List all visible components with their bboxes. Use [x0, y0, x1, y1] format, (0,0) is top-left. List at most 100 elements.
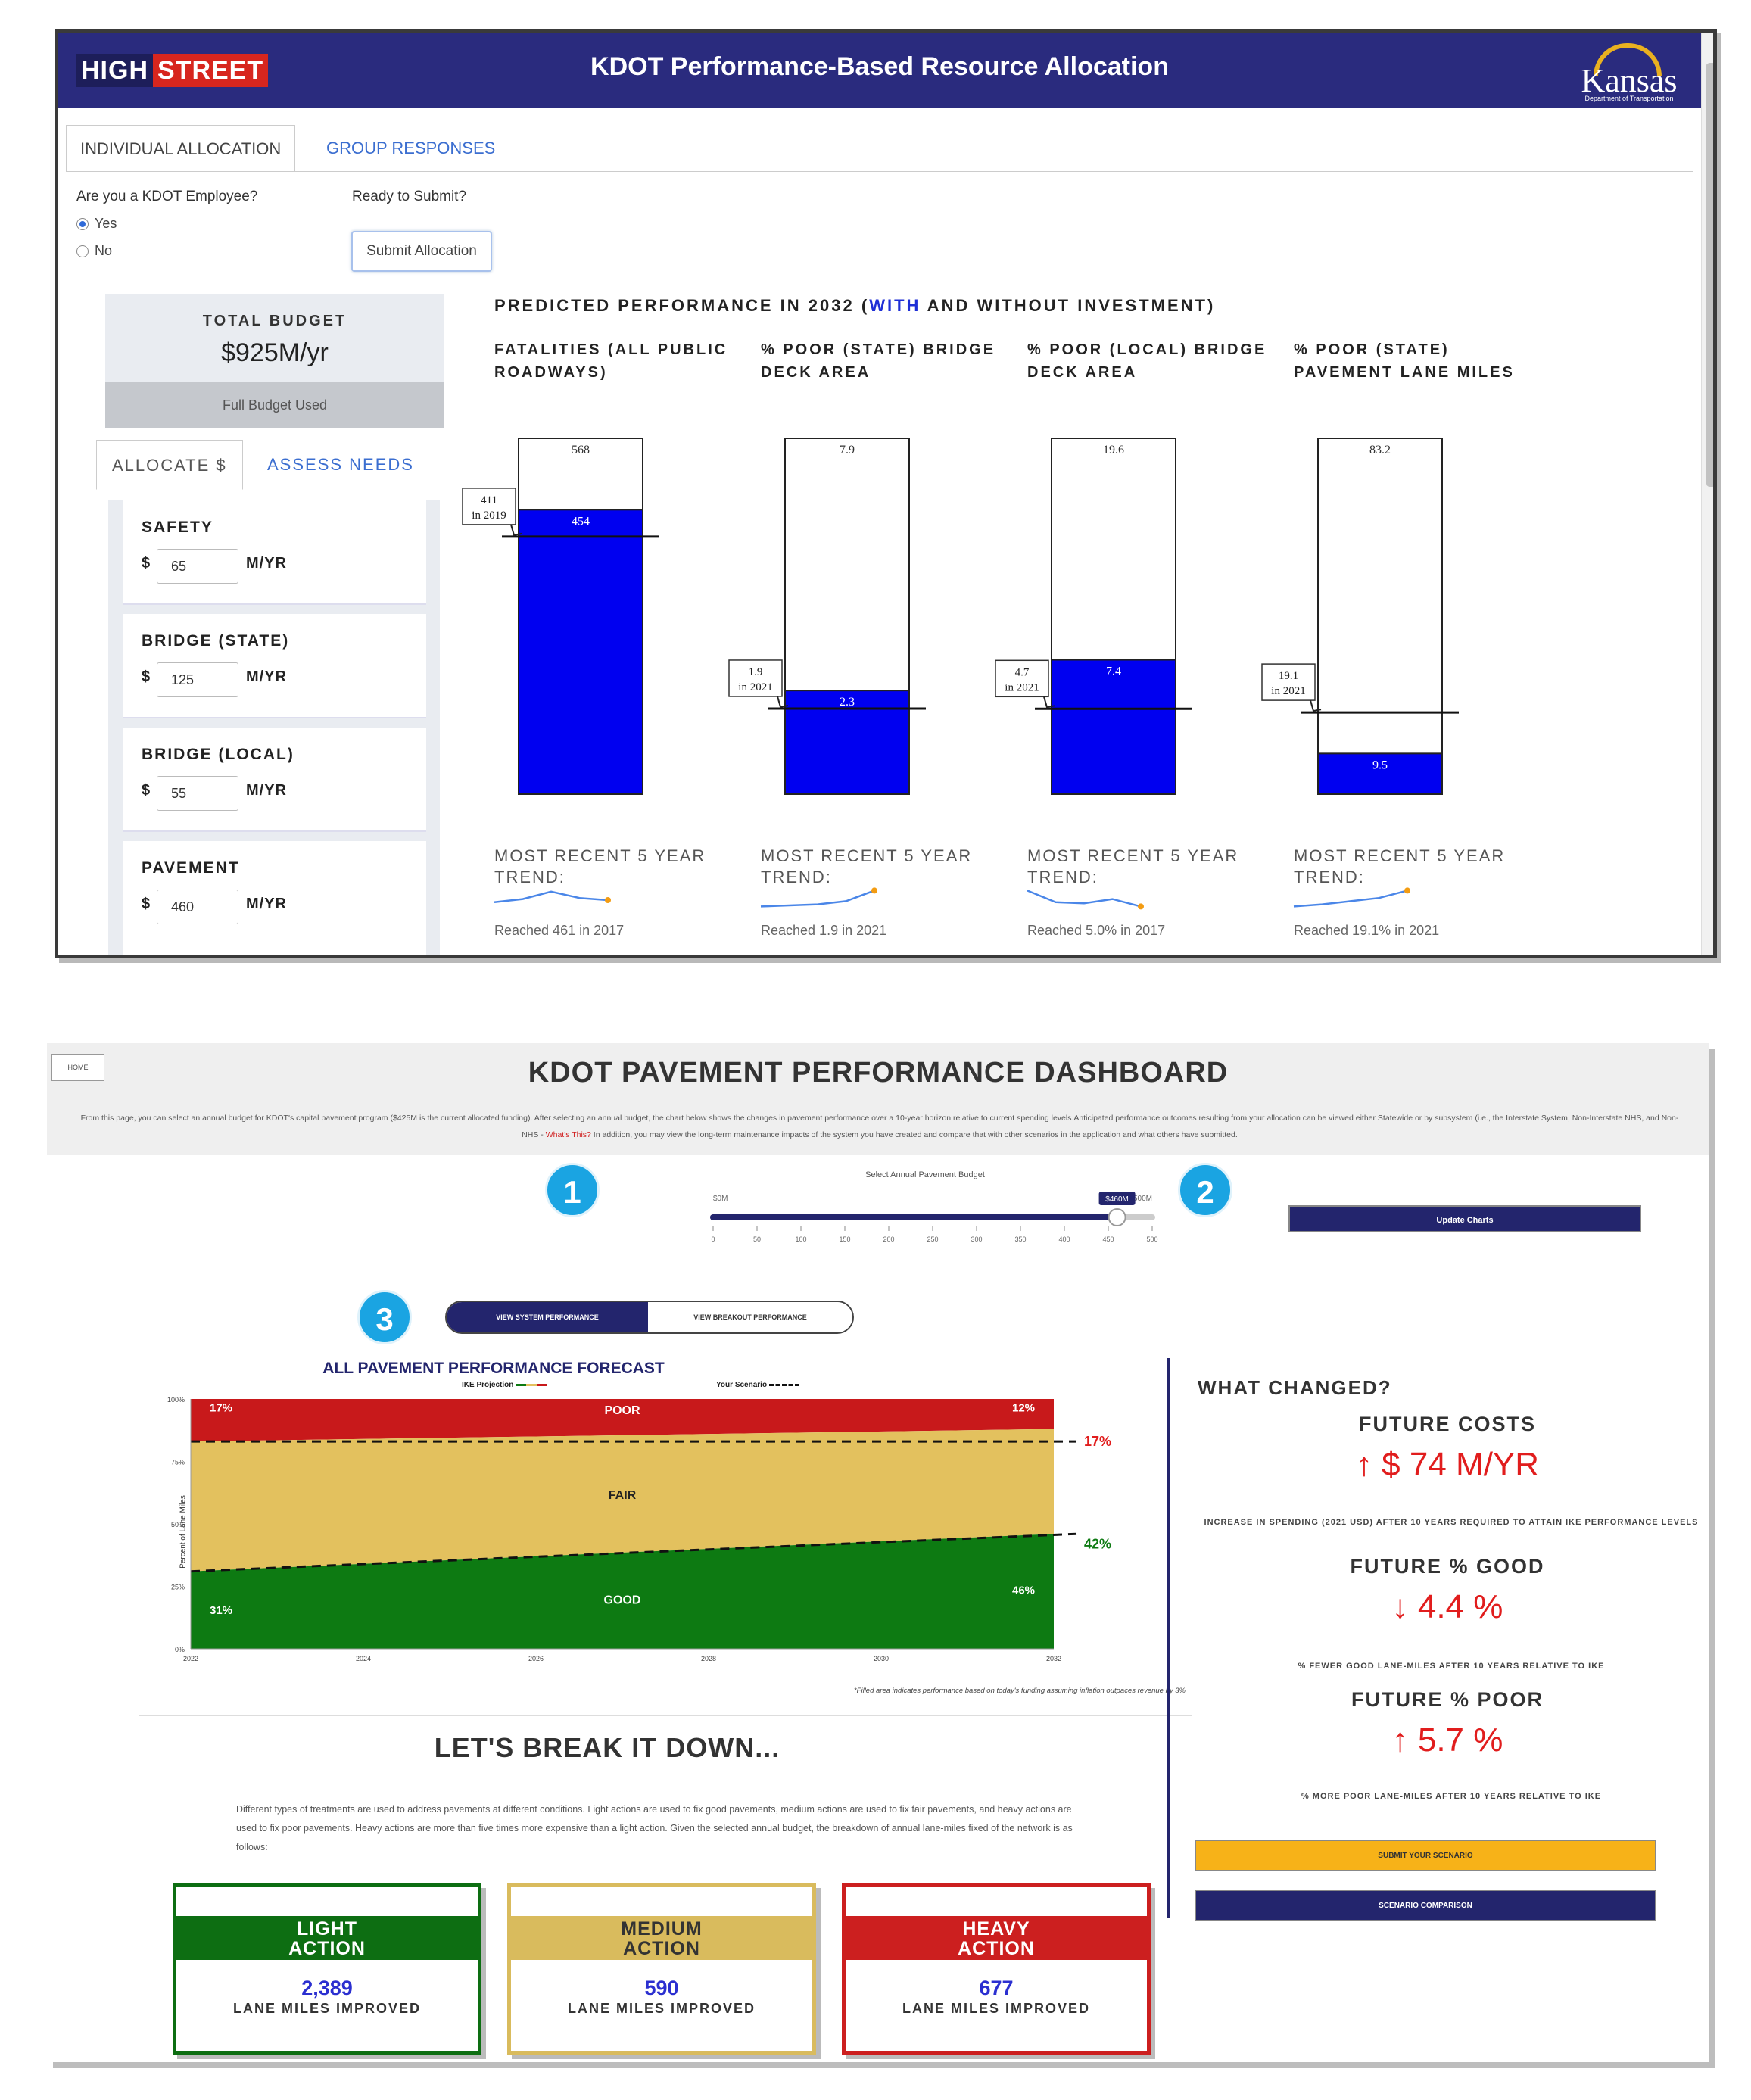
tab-divider: [66, 171, 1693, 172]
intro-end: In addition, you may view the long-term …: [590, 1130, 1238, 1139]
baseline-year-label: in 2021: [1005, 681, 1039, 693]
baseline-year-label: in 2021: [1271, 685, 1305, 697]
allocation-subtabs: ALLOCATE $ ASSESS NEEDS: [96, 440, 467, 490]
total-budget-box: TOTAL BUDGET $925M/yr Full Budget Used: [105, 294, 444, 428]
tab-allocate[interactable]: ALLOCATE $: [96, 440, 243, 490]
unit-label: M/YR: [246, 782, 287, 799]
radio-empty-icon[interactable]: [76, 245, 89, 257]
x-tick-label: 2028: [701, 1655, 716, 1662]
callout-arrow-icon: [510, 524, 522, 537]
employee-question: Are you a KDOT Employee?: [76, 189, 258, 204]
scrollbar-thumb[interactable]: [1706, 63, 1713, 487]
slider-handle: [1108, 1208, 1126, 1226]
poor-area: [191, 1399, 1054, 1442]
allocation-name: SAFETY: [142, 519, 213, 536]
good-series-label: GOOD: [604, 1594, 641, 1607]
callout-arrow-icon: [1043, 696, 1055, 709]
trend-note: Reached 19.1% in 2021: [1294, 923, 1440, 938]
good-start-label: 31%: [210, 1604, 232, 1617]
bridge-local-budget-input[interactable]: 55: [157, 776, 238, 811]
slider-tick-label: 450: [1102, 1235, 1114, 1243]
with-investment-bar: [1317, 752, 1443, 795]
whats-this-link[interactable]: What's This?: [543, 1130, 591, 1139]
poor-start-label: 17%: [210, 1402, 232, 1415]
perf-title-with: WITH: [869, 296, 921, 315]
bridge-state-budget-input[interactable]: 125: [157, 662, 238, 697]
allocation-app-window: HIGH STREET KDOT Performance-Based Resour…: [55, 29, 1717, 958]
without-value-label: 19.6: [1103, 444, 1124, 456]
heavy-action-card: HEAVY ACTION 677 LANE MILES IMPROVED: [842, 1883, 1151, 2055]
light-action-unit: LANE MILES IMPROVED: [232, 2001, 421, 2016]
slider-tick-label: 50: [753, 1235, 761, 1243]
trend-sparkline: [494, 890, 609, 904]
radio-selected-icon[interactable]: [76, 217, 89, 230]
baseline-year-label: in 2019: [472, 509, 506, 522]
trend-sparkline: [1293, 890, 1408, 908]
tab-group-responses[interactable]: GROUP RESPONSES: [326, 139, 496, 157]
changes-divider: [1167, 1358, 1170, 1918]
page-scrollbar[interactable]: [1701, 33, 1713, 955]
future-costs-head: FUTURE COSTS: [1358, 1413, 1536, 1435]
pavement-budget-input[interactable]: 460: [157, 890, 238, 924]
without-value-label: 568: [572, 444, 590, 456]
trend-label: MOST RECENT 5 YEAR TREND:: [1294, 846, 1506, 886]
view-system-performance-button[interactable]: VIEW SYSTEM PERFORMANCE: [447, 1302, 648, 1332]
light-action-card: LIGHT ACTION 2,389 LANE MILES IMPROVED: [173, 1883, 481, 2055]
safety-budget-input[interactable]: 65: [157, 549, 238, 584]
trend-sparkline: [1027, 890, 1142, 908]
kansas-dept-text: Department of Transportation: [1584, 95, 1674, 102]
employee-no-label: No: [95, 243, 113, 258]
total-budget-label: TOTAL BUDGET: [202, 313, 347, 329]
trend-endpoint: [605, 897, 611, 903]
slider-value-label: $460M: [1105, 1195, 1129, 1204]
legend-dashed-swatch: [768, 1383, 799, 1386]
y-tick-label: 25%: [171, 1584, 185, 1591]
step-1-badge: 1: [545, 1163, 600, 1217]
legend-ike-label: IKE Projection: [462, 1381, 514, 1389]
employee-yes-radio[interactable]: Yes: [76, 216, 117, 232]
metric-title-bridge-local: % POOR (LOCAL) BRIDGE DECK AREA: [1027, 341, 1267, 381]
tab-assess-needs[interactable]: ASSESS NEEDS: [267, 455, 414, 474]
slider-tick-label: 100: [795, 1235, 806, 1243]
future-poor-value: ↑ 5.7 %: [1391, 1721, 1503, 1759]
submit-scenario-button[interactable]: SUBMIT YOUR SCENARIO: [1195, 1840, 1656, 1871]
budget-slider[interactable]: $0M $500M$460M 0 50 100 150 200 250 300 350 400 450…: [653, 1179, 1198, 1248]
what-changed-title: WHAT CHANGED?: [1198, 1376, 1392, 1399]
logo-street: STREET: [153, 54, 269, 87]
x-tick-label: 2032: [1046, 1655, 1061, 1662]
medium-action-card: MEDIUM ACTION 590 LANE MILES IMPROVED: [507, 1883, 816, 2055]
currency-symbol: $: [142, 555, 151, 572]
y-tick-label: 0%: [175, 1646, 185, 1653]
scenario-comparison-button[interactable]: SCENARIO COMPARISON: [1195, 1890, 1656, 1921]
performance-bars-chart: 568 454 411 in 2019 7.9 2.3 1.9 in 2021 19.6 7.4 4…: [462, 438, 1459, 910]
baseline-value-label: 1.9: [749, 666, 763, 678]
without-value-label: 83.2: [1369, 444, 1391, 456]
future-good-note: % FEWER GOOD LANE-MILES AFTER 10 YEARS R…: [1298, 1662, 1605, 1671]
update-charts-button[interactable]: Update Charts: [1288, 1205, 1641, 1232]
fair-area: [191, 1429, 1054, 1572]
baseline-callout-box: [462, 488, 516, 525]
pavement-dashboard: HOME KDOT PAVEMENT PERFORMANCE DASHBOARD…: [47, 1043, 1709, 2062]
pavement-forecast-chart: 0% 25% 50% 75% 100% 2022 2024 2026 2028 2030 2032 1…: [167, 1396, 1111, 1662]
employee-no-radio[interactable]: No: [76, 243, 112, 259]
slider-tick-label: 0: [711, 1235, 715, 1243]
metric-title-fatalities: FATALITIES (ALL PUBLIC ROADWAYS): [494, 341, 728, 381]
view-breakout-performance-button[interactable]: VIEW BREAKOUT PERFORMANCE: [648, 1302, 852, 1332]
submit-allocation-button[interactable]: Submit Allocation: [351, 231, 492, 272]
legend-your-scenario: Your Scenario: [716, 1381, 799, 1389]
slider-max-label: $500M: [1129, 1195, 1152, 1203]
slider-tick-label: 250: [927, 1235, 938, 1243]
baseline-callout-box: [728, 659, 783, 697]
slider-value-badge: [1098, 1192, 1136, 1205]
intro-main: From this page, you can select an annual…: [80, 1114, 1679, 1139]
trend-note: Reached 1.9 in 2021: [761, 923, 887, 938]
chart-footnote: *Filled area indicates performance based…: [853, 1687, 1186, 1695]
chart-title: ALL PAVEMENT PERFORMANCE FORECAST: [322, 1360, 665, 1377]
home-button[interactable]: HOME: [51, 1054, 104, 1081]
baseline-value-label: 4.7: [1015, 666, 1030, 678]
poor-end-label: 12%: [1012, 1402, 1035, 1415]
future-poor-head: FUTURE % POOR: [1351, 1688, 1544, 1711]
legend-red-swatch: [537, 1383, 548, 1386]
perf-title-pre: PREDICTED PERFORMANCE IN 2032 (: [494, 296, 870, 315]
legend-yellow-swatch: [526, 1383, 537, 1386]
